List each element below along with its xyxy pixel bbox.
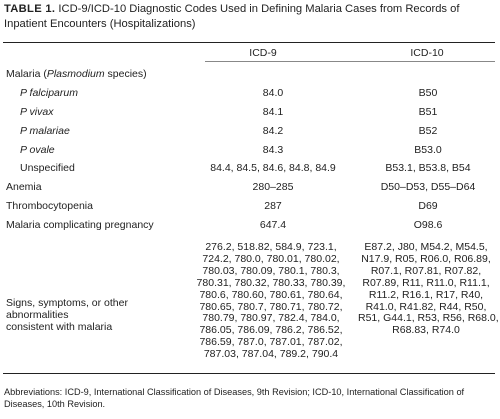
row-label-text: P malariae xyxy=(20,125,70,137)
row-label: Thrombocytopenia xyxy=(6,200,93,213)
icd10-code: B53.0 xyxy=(414,144,442,156)
column-header-icd9: ICD-9 xyxy=(249,47,277,59)
row-label: Malaria complicating pregnancy xyxy=(6,219,154,232)
row-label: P falciparum xyxy=(20,87,78,100)
icd10-code: B51 xyxy=(418,106,438,118)
row-label-text: Malaria ( xyxy=(6,68,47,80)
table-caption: ICD-9/ICD-10 Diagnostic Codes Used in De… xyxy=(4,3,460,30)
row-label-text: P falciparum xyxy=(20,87,78,99)
code-line: E87.2, J80, M54.2, M54.5, xyxy=(364,241,488,253)
bottom-rule xyxy=(3,373,495,374)
code-line: N17.9, R05, R06.0, R06.89, xyxy=(361,252,491,265)
row-label-text: Anemia xyxy=(6,181,42,193)
row-label: P malariae xyxy=(20,125,70,138)
signs-icd10-codes: E87.2, J80, M54.2, M54.5, N17.9, R05, R06… xyxy=(358,241,499,337)
header-rule xyxy=(205,61,495,62)
table-label: TABLE 1. xyxy=(4,3,56,15)
code-line: R51, G44.1, R53, R56, R68.0, xyxy=(358,312,499,325)
signs-label-line: Signs, symptoms, or other xyxy=(6,297,128,309)
code-line: 780.65, 780.7, 780.71, 780.72, xyxy=(199,300,343,313)
row-label-text: P vivax xyxy=(20,106,54,118)
code-line: 724.2, 780.0, 780.01, 780.02, xyxy=(202,252,340,265)
row-label-text: P ovale xyxy=(20,144,55,156)
code-line: 780.6, 780.60, 780.61, 780.64, xyxy=(199,288,343,301)
row-label: P vivax xyxy=(20,106,53,119)
column-header-icd10: ICD-10 xyxy=(410,47,444,59)
code-line: 276.2, 518.82, 584.9, 723.1, xyxy=(205,241,337,253)
signs-label: Signs, symptoms, or other abnormalities … xyxy=(6,297,128,333)
row-label-text: Plasmodium xyxy=(46,68,105,80)
code-line: R07.1, R07.81, R07.82, xyxy=(370,264,482,277)
row-label-text: Thrombocytopenia xyxy=(6,200,93,212)
icd9-code: 84.0 xyxy=(262,87,284,99)
code-line: R68.83, R74.0 xyxy=(392,324,460,337)
icd9-code: 84.3 xyxy=(262,144,284,156)
icd9-code: 280–285 xyxy=(252,181,294,193)
code-line: 780.79, 780.97, 782.4, 784.0, xyxy=(202,312,340,325)
top-rule xyxy=(3,42,495,43)
table-title: TABLE 1. ICD-9/ICD-10 Diagnostic Codes U… xyxy=(4,2,494,32)
icd9-code: 84.4, 84.5, 84.6, 84.8, 84.9 xyxy=(210,162,336,174)
code-line: 780.31, 780.32, 780.33, 780.39, xyxy=(196,276,346,289)
row-label: Unspecified xyxy=(20,162,75,175)
row-label-text: species) xyxy=(104,68,147,80)
row-label: Malaria (Plasmodium species) xyxy=(6,68,147,81)
code-line: 786.59, 787.0, 787.01, 787.02, xyxy=(199,336,343,349)
icd9-code: 647.4 xyxy=(259,219,287,231)
signs-label-line: consistent with malaria xyxy=(6,321,113,333)
code-line: R11.2, R16.1, R17, R40, xyxy=(368,288,484,301)
row-label: P ovale xyxy=(20,144,55,157)
code-line: 787.03, 787.04, 789.2, 790.4 xyxy=(203,348,339,361)
icd9-code: 84.1 xyxy=(262,106,284,118)
icd10-code: B53.1, B53.8, B54 xyxy=(385,162,471,174)
code-line: R07.89, R11, R11.0, R11.1, xyxy=(362,276,490,289)
icd10-code: B50 xyxy=(418,87,438,99)
code-line: 786.05, 786.09, 786.2, 786.52, xyxy=(199,324,343,337)
icd9-code: 287 xyxy=(264,200,282,212)
row-label-text: Unspecified xyxy=(20,162,75,174)
icd10-code: D69 xyxy=(418,200,438,212)
code-line: 780.03, 780.09, 780.1, 780.3, xyxy=(202,264,340,277)
table-footnote: Abbreviations: ICD-9, International Clas… xyxy=(4,387,465,409)
icd10-code: O98.6 xyxy=(413,219,443,231)
row-label: Anemia xyxy=(6,181,42,194)
row-label-text: Malaria complicating pregnancy xyxy=(6,219,154,231)
icd9-code: 84.2 xyxy=(262,125,284,137)
icd10-code: B52 xyxy=(418,125,438,137)
code-line: R41.0, R41.82, R44, R50, xyxy=(365,300,487,313)
icd10-code: D50–D53, D55–D64 xyxy=(380,181,476,193)
signs-label-line: abnormalities xyxy=(6,309,69,321)
signs-icd9-codes: 276.2, 518.82, 584.9, 723.1, 724.2, 780.0… xyxy=(184,241,358,361)
